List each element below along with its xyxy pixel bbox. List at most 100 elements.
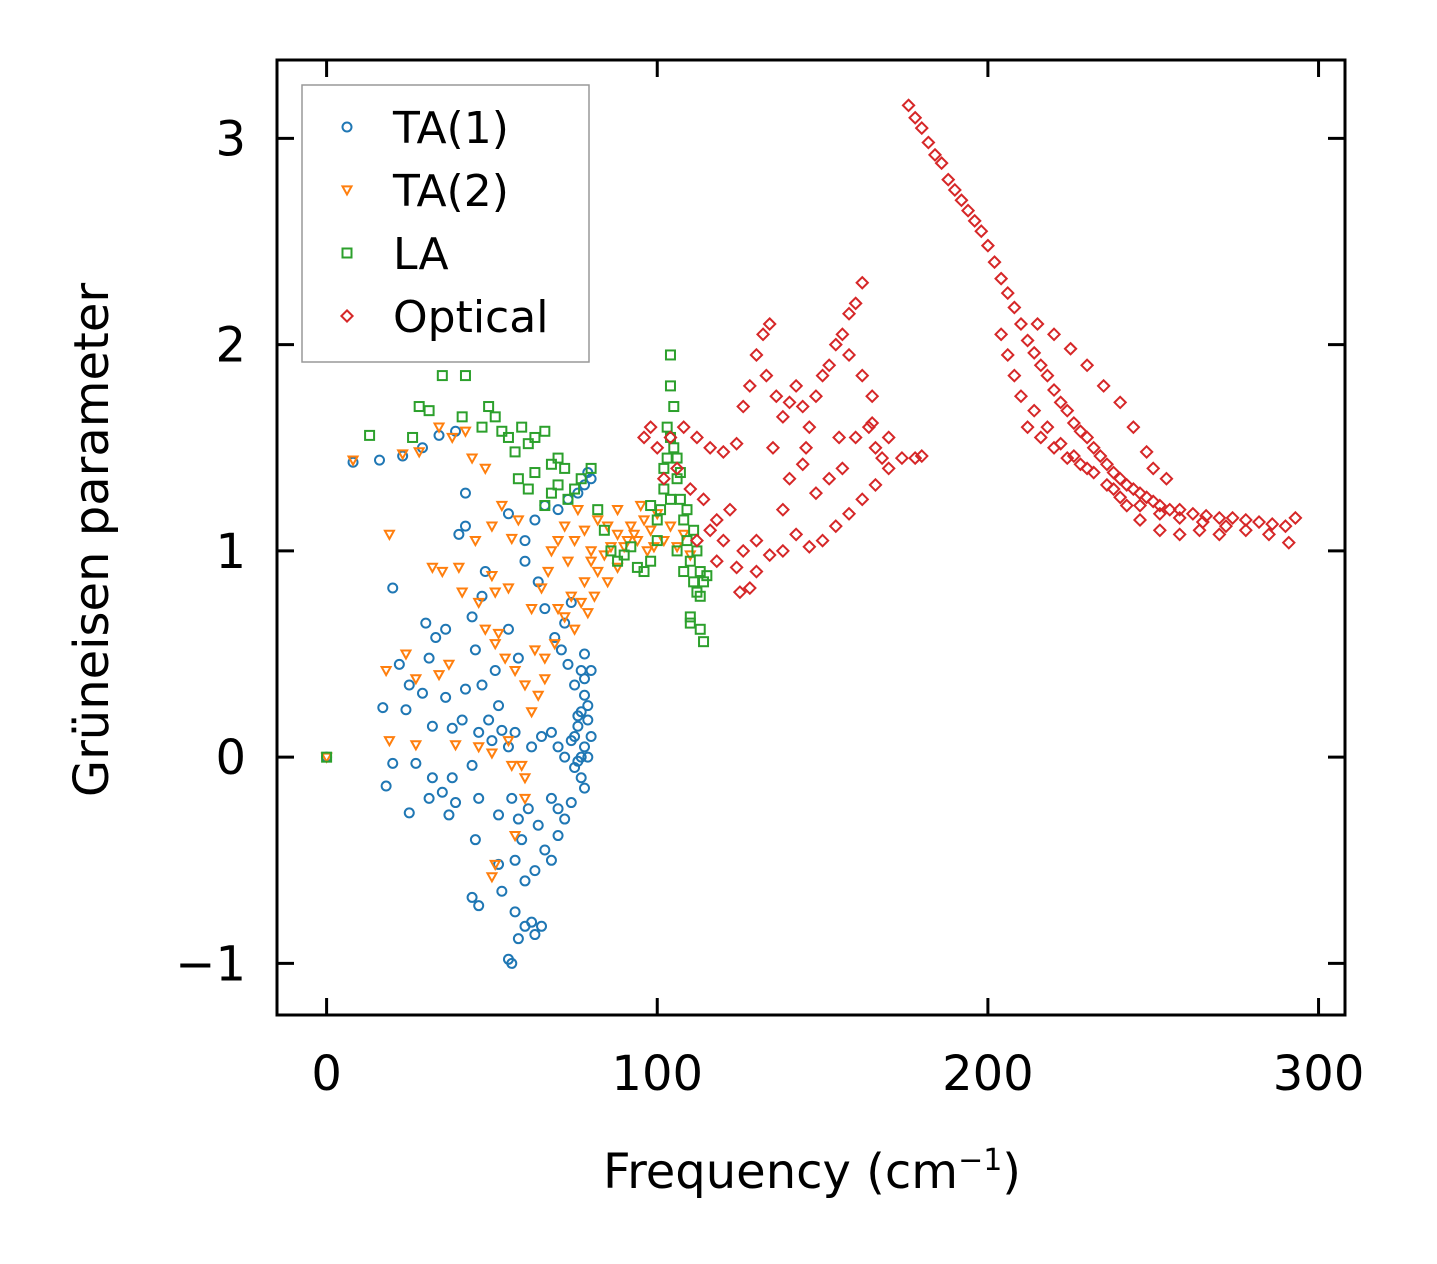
- point-optical: [914, 448, 929, 464]
- point-ta1: [529, 929, 541, 941]
- point-optical: [1066, 415, 1081, 431]
- point-ta2: [541, 566, 555, 579]
- point-optical: [736, 543, 751, 558]
- point-ta1: [536, 920, 548, 932]
- point-ta2: [631, 535, 644, 548]
- point-ta1: [483, 714, 495, 726]
- point-ta2: [551, 604, 565, 616]
- point-la: [664, 349, 676, 361]
- point-optical: [987, 255, 1002, 270]
- x-tick-labels: 0 100 200 300: [311, 1046, 1364, 1102]
- point-ta2: [647, 542, 661, 554]
- point-ta1: [512, 652, 524, 664]
- point-ta1: [575, 665, 587, 677]
- point-optical: [689, 533, 704, 548]
- point-ta2: [588, 591, 601, 603]
- point-optical: [1212, 527, 1227, 542]
- point-ta1: [459, 520, 471, 532]
- point-ta1: [545, 792, 557, 804]
- y-tick-label: 1: [215, 524, 246, 580]
- point-optical: [1278, 519, 1293, 534]
- point-ta2: [489, 639, 502, 651]
- point-optical: [756, 327, 771, 342]
- point-ta2: [432, 670, 446, 682]
- x-tick-label: 0: [311, 1046, 342, 1102]
- point-ta1: [572, 720, 584, 732]
- y-tick-label: 0: [215, 730, 246, 786]
- point-optical: [1152, 523, 1167, 538]
- point-optical: [894, 451, 909, 466]
- y-tick-label: −1: [175, 936, 246, 992]
- point-optical: [749, 533, 764, 548]
- point-optical: [1265, 517, 1280, 532]
- point-ta1: [400, 704, 412, 716]
- point-ta2: [485, 521, 499, 533]
- legend-marker-ta1: [341, 121, 353, 133]
- point-ta1: [430, 632, 442, 644]
- point-ta1: [416, 687, 428, 699]
- point-optical: [908, 451, 923, 466]
- point-optical: [1132, 512, 1148, 528]
- point-ta1: [403, 679, 415, 691]
- point-optical: [848, 296, 863, 311]
- point-ta1: [545, 854, 557, 866]
- point-la: [671, 545, 683, 557]
- point-ta1: [473, 792, 485, 804]
- point-ta1: [440, 691, 452, 703]
- point-ta1: [512, 813, 524, 825]
- point-la: [684, 555, 696, 567]
- point-optical: [1073, 424, 1088, 439]
- point-optical: [875, 451, 890, 466]
- point-la: [694, 623, 706, 635]
- point-ta2: [459, 426, 472, 438]
- point-la: [618, 549, 630, 561]
- point-optical: [841, 506, 857, 521]
- point-ta1: [493, 700, 505, 712]
- point-ta2: [426, 562, 439, 574]
- y-axis-label: Grüneisen parameter: [64, 283, 120, 798]
- point-ta1: [575, 772, 587, 784]
- point-optical: [1027, 403, 1042, 418]
- point-la: [545, 458, 557, 470]
- point-ta2: [489, 859, 502, 871]
- point-la: [545, 487, 557, 499]
- point-optical: [762, 547, 777, 563]
- point-optical: [841, 347, 857, 362]
- point-ta2: [489, 587, 502, 599]
- point-optical: [759, 368, 774, 383]
- point-ta2: [611, 505, 624, 517]
- point-optical: [1013, 389, 1029, 404]
- point-optical: [941, 172, 956, 187]
- point-la: [423, 405, 435, 417]
- point-optical: [1162, 502, 1177, 517]
- point-ta2: [611, 562, 624, 574]
- point-ta2: [591, 515, 604, 527]
- point-optical: [868, 440, 883, 455]
- point-ta2: [568, 624, 581, 636]
- point-la: [483, 401, 495, 413]
- x-tick-label: 200: [942, 1046, 1034, 1102]
- point-optical: [808, 486, 823, 501]
- y-tick-labels: −1 0 1 2 3: [175, 111, 246, 992]
- point-optical: [961, 203, 976, 218]
- y-tick-label: 3: [215, 111, 246, 167]
- point-ta1: [519, 535, 531, 547]
- point-optical: [762, 316, 777, 332]
- point-ta1: [450, 797, 462, 809]
- point-optical: [1099, 477, 1114, 492]
- point-optical: [1119, 498, 1134, 513]
- point-optical: [808, 389, 823, 404]
- point-optical: [1119, 477, 1134, 492]
- point-la: [569, 483, 581, 495]
- point-ta1: [446, 722, 458, 734]
- point-optical: [815, 533, 830, 548]
- legend-markers: [339, 121, 355, 324]
- point-ta2: [346, 455, 360, 467]
- point-ta2: [571, 505, 585, 517]
- point-optical: [1113, 490, 1128, 505]
- point-optical: [1113, 395, 1128, 410]
- point-ta2: [485, 748, 499, 760]
- point-ta1: [559, 617, 571, 629]
- point-ta1: [565, 797, 577, 809]
- point-optical: [732, 585, 747, 600]
